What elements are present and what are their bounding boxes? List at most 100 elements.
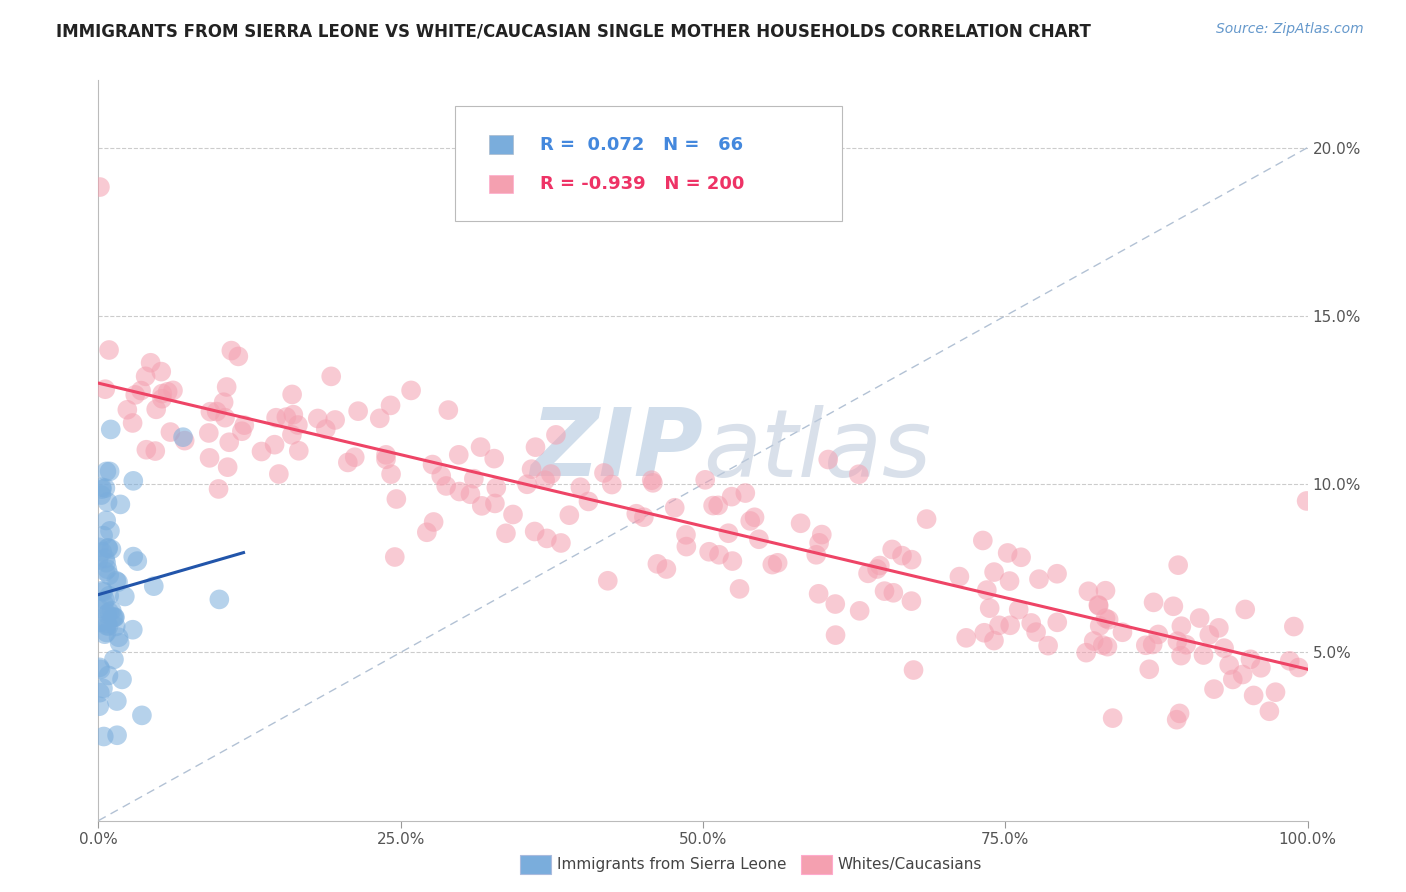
Point (94, 593, 117, 607)
Text: ZIP: ZIP (530, 404, 703, 497)
Point (578, 494, 600, 508)
Point (89, 601, 111, 615)
Point (162, 384, 184, 398)
Point (540, 467, 562, 481)
Point (380, 398, 402, 412)
Point (281, 387, 304, 401)
Point (596, 574, 619, 588)
Point (307, 411, 329, 425)
Point (111, 673, 134, 687)
Point (536, 532, 558, 546)
Point (707, 499, 730, 513)
Point (655, 562, 678, 576)
Point (101, 610, 124, 624)
Point (205, 404, 228, 418)
Point (276, 410, 298, 425)
Point (96, 625, 118, 640)
Point (267, 467, 290, 481)
Point (1218, 658, 1240, 673)
Point (744, 510, 766, 524)
Point (150, 392, 173, 406)
Point (626, 507, 648, 521)
Point (1077, 584, 1099, 599)
Point (882, 586, 904, 600)
Point (122, 549, 145, 564)
Point (675, 540, 697, 554)
Point (437, 403, 460, 417)
Point (761, 558, 783, 572)
Point (1264, 685, 1286, 699)
Point (121, 416, 143, 430)
Point (748, 533, 770, 547)
Point (1137, 662, 1160, 676)
Point (806, 548, 828, 562)
Point (96, 616, 118, 631)
Point (1168, 706, 1191, 721)
Point (94, 551, 117, 566)
Point (807, 587, 830, 601)
Point (93, 730, 115, 744)
Point (217, 460, 239, 475)
Point (1222, 673, 1244, 687)
Point (98, 524, 121, 538)
Point (720, 490, 742, 504)
Point (90, 482, 112, 496)
Point (695, 473, 717, 487)
Point (1288, 660, 1310, 674)
Point (97, 495, 120, 509)
Point (347, 404, 370, 418)
Point (105, 574, 128, 588)
Text: Source: ZipAtlas.com: Source: ZipAtlas.com (1216, 22, 1364, 37)
Point (495, 526, 517, 541)
Point (734, 486, 756, 500)
Point (1175, 638, 1198, 652)
Point (315, 422, 337, 436)
Point (948, 569, 970, 583)
Point (150, 386, 173, 401)
Point (103, 610, 125, 624)
Point (675, 528, 697, 542)
Point (94, 565, 117, 579)
Point (321, 369, 343, 384)
Point (1028, 572, 1050, 586)
Point (215, 380, 238, 394)
Point (121, 623, 143, 637)
Point (1010, 550, 1032, 565)
Point (1188, 611, 1211, 625)
Point (117, 402, 139, 417)
FancyBboxPatch shape (489, 136, 513, 154)
Point (172, 430, 194, 444)
Point (94, 556, 117, 570)
Point (550, 536, 572, 550)
Point (110, 497, 132, 511)
Point (97, 619, 120, 633)
Point (1087, 598, 1109, 612)
Text: IMMIGRANTS FROM SIERRA LEONE VS WHITE/CAUCASIAN SINGLE MOTHER HOUSEHOLDS CORRELA: IMMIGRANTS FROM SIERRA LEONE VS WHITE/CA… (56, 22, 1091, 40)
Point (283, 408, 305, 422)
Point (569, 480, 592, 494)
Point (91, 528, 114, 542)
Point (1101, 711, 1123, 725)
Point (156, 384, 179, 399)
Point (1025, 625, 1047, 640)
Point (789, 516, 811, 531)
Point (97, 541, 120, 555)
Point (1111, 625, 1133, 640)
Point (135, 369, 157, 384)
Point (96, 513, 118, 527)
Point (107, 630, 129, 644)
Point (430, 468, 453, 483)
Point (882, 542, 904, 557)
Point (633, 510, 655, 524)
Point (100, 542, 122, 557)
Point (173, 434, 195, 448)
Point (1098, 613, 1121, 627)
Point (1202, 682, 1225, 697)
Point (647, 557, 669, 571)
Point (1243, 689, 1265, 703)
Point (231, 424, 253, 438)
Point (114, 590, 136, 604)
Point (983, 565, 1005, 579)
Point (98, 464, 121, 478)
Point (89, 615, 111, 630)
